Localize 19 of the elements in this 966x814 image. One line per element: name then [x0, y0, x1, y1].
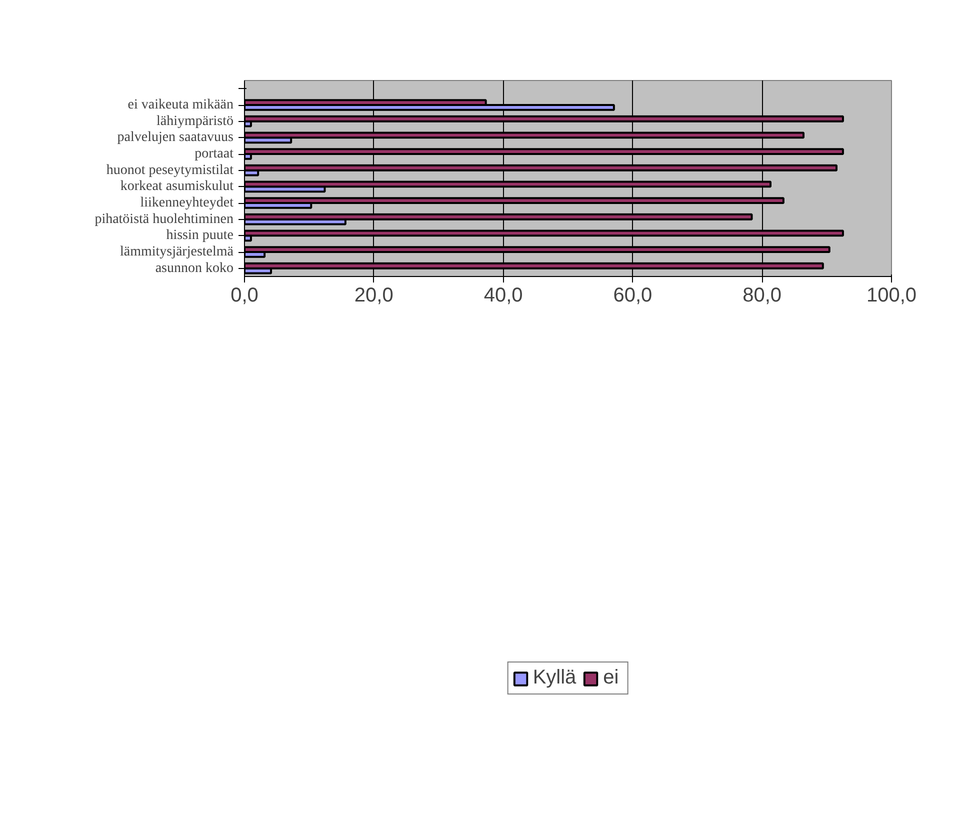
y-tick-label: asunnon koko: [155, 260, 234, 276]
y-tick-label: huonot peseytymistilat: [106, 162, 234, 178]
legend-label: Kyllä: [532, 666, 576, 690]
x-tick-label: 20,0: [354, 284, 394, 306]
y-tick-label: lämmitysjärjestelmä: [120, 244, 234, 260]
y-tick-label: lähiympäristö: [156, 114, 234, 129]
y-tick-label: pihatöistä huolehtiminen: [94, 212, 234, 227]
x-tick-label: 100,0: [866, 284, 917, 306]
y-tick-label: liikenneyhteydet: [140, 196, 234, 210]
x-tick-label: 40,0: [484, 284, 523, 306]
x-tick-label: 60,0: [613, 284, 652, 306]
y-tick-label: ei vaikeuta mikään: [128, 98, 234, 112]
x-tick-label: 80,0: [742, 284, 782, 306]
y-tick-label: portaat: [194, 146, 234, 162]
y-tick-label: hissin puute: [166, 228, 234, 244]
y-tick-label: palvelujen saatavuus: [117, 130, 234, 146]
x-tick-label: 0,0: [230, 284, 258, 306]
legend-label: ei: [603, 666, 620, 690]
y-tick-label: korkeat asumiskulut: [120, 179, 234, 194]
